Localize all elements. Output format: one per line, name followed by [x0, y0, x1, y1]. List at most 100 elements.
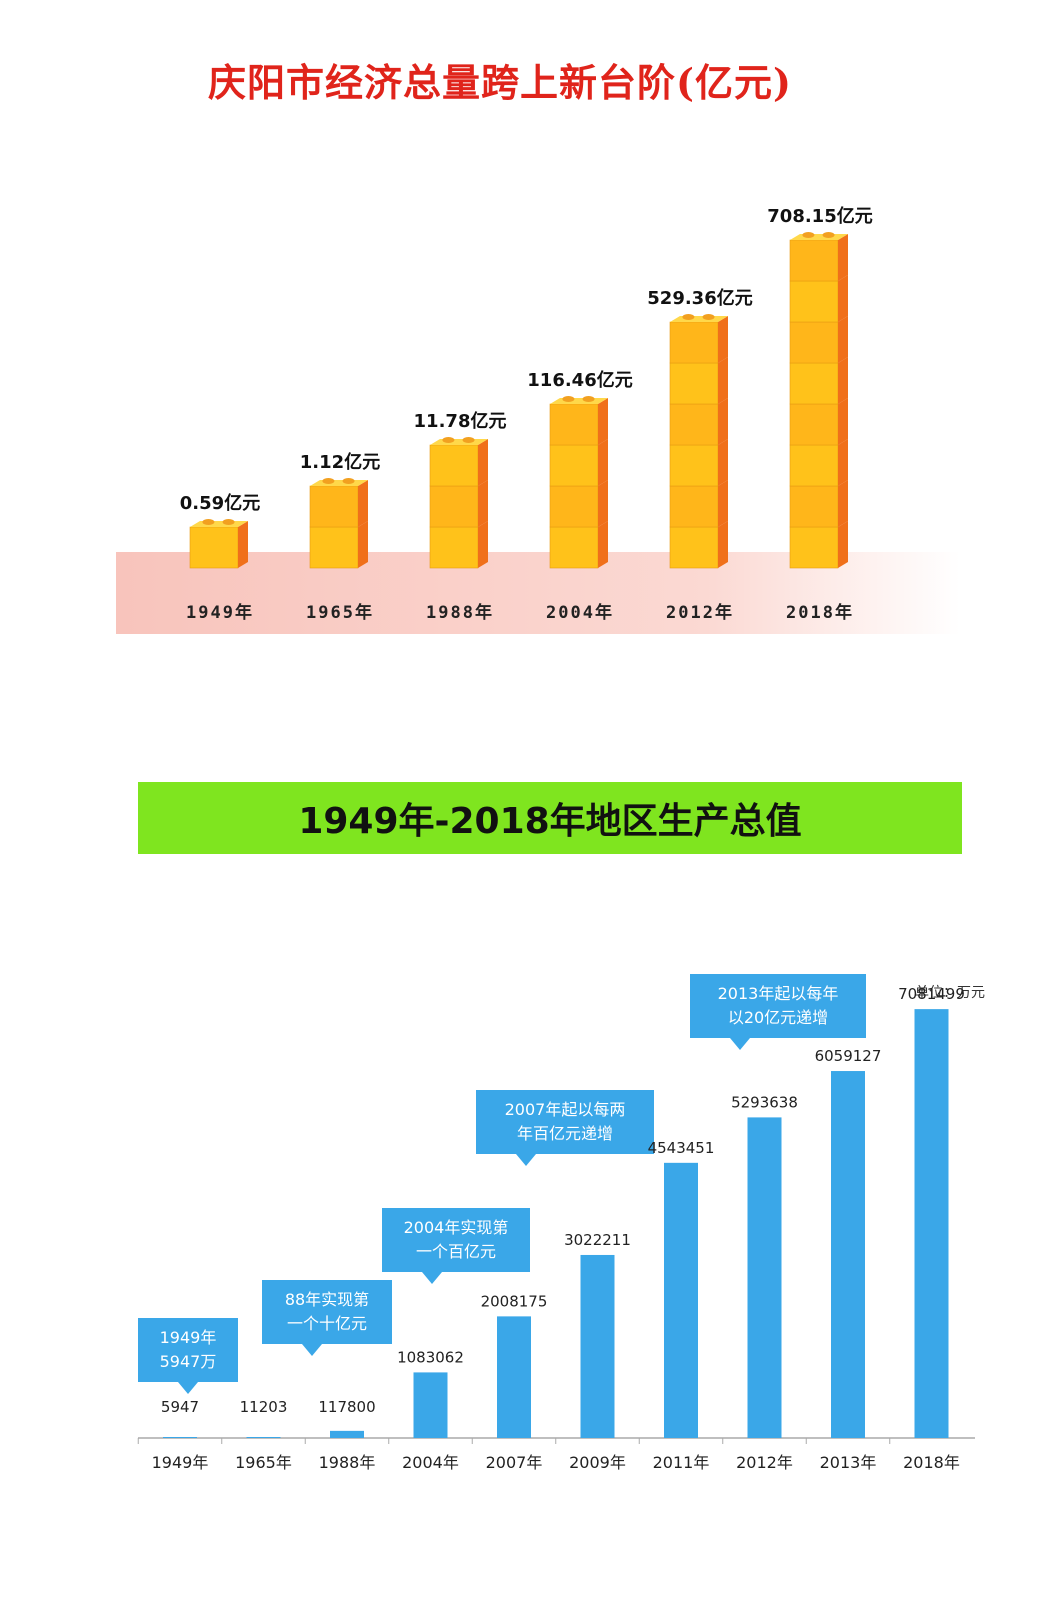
block-top — [190, 521, 248, 527]
bar-2 — [429, 437, 488, 569]
bar-6 — [664, 1162, 698, 1438]
block-side — [718, 357, 728, 404]
x-tick-label: 2013年 — [820, 1453, 877, 1472]
x-tick-label: 2004年 — [546, 602, 614, 623]
callout-2004: 2004年实现第 一个百亿元 — [382, 1208, 530, 1284]
block-front — [789, 403, 839, 446]
block-front — [309, 526, 359, 569]
callout-1949: 1949年 5947万 — [138, 1318, 238, 1394]
block-front — [189, 526, 239, 569]
block-stud — [322, 478, 335, 484]
block-side — [718, 316, 728, 363]
block-side — [838, 275, 848, 322]
callout-2007: 2007年起以每两 年百亿元递增 — [476, 1090, 654, 1166]
block-front — [669, 526, 719, 569]
data-label: 0.59亿元 — [180, 492, 260, 514]
x-tick-label: 1988年 — [426, 602, 494, 623]
block-front — [669, 485, 719, 528]
block-top — [550, 398, 608, 404]
bar-3 — [413, 1372, 448, 1438]
block-side — [478, 521, 488, 568]
bar-4 — [669, 314, 728, 569]
data-label: 1.12亿元 — [300, 451, 380, 473]
block-front — [669, 362, 719, 405]
block-stud — [442, 437, 455, 443]
block-side — [718, 398, 728, 445]
block-side — [838, 480, 848, 527]
banner-text: 1949年-2018年地区生产总值 — [298, 801, 802, 842]
block-front — [549, 485, 599, 528]
block-side — [358, 480, 368, 527]
callout-2013: 2013年起以每年 以20亿元递增 — [690, 974, 866, 1050]
callout-line: 5947万 — [159, 1352, 217, 1371]
data-label: 1083062 — [397, 1348, 464, 1366]
callout-line: 一个十亿元 — [286, 1314, 367, 1333]
unit-note: 单位：万元 — [915, 985, 985, 1001]
x-tick-label: 1988年 — [319, 1453, 376, 1472]
data-label: 7081499 — [898, 985, 965, 1003]
block-top — [310, 480, 368, 486]
bar-1 — [309, 478, 368, 569]
block-side — [838, 234, 848, 281]
data-label: 11203 — [240, 1398, 288, 1416]
x-tick-label: 2012年 — [736, 1453, 793, 1472]
data-label: 3022211 — [564, 1231, 631, 1249]
bar-8 — [831, 1071, 865, 1438]
callout-line: 88年实现第 — [284, 1290, 370, 1309]
block-front — [789, 239, 839, 282]
block-stud — [702, 314, 715, 320]
block-stud — [802, 232, 815, 238]
block-bar-chart: 0.59亿元 1949年 1.12亿元 1965年 11.78亿元 1988年 116.46… — [116, 205, 960, 634]
data-label: 708.15亿元 — [767, 205, 872, 227]
block-stud — [202, 519, 215, 525]
block-side — [718, 439, 728, 486]
callout-line: 2013年起以每年 — [717, 984, 839, 1003]
x-tick-label: 1965年 — [306, 602, 374, 623]
banner-title: 1949年-2018年地区生产总值 — [138, 782, 962, 854]
block-side — [238, 521, 248, 568]
bar-7 — [747, 1117, 782, 1438]
block-top — [790, 234, 848, 240]
callout-1988: 88年实现第 一个十亿元 — [262, 1280, 392, 1356]
bar-0 — [189, 519, 248, 569]
x-tick-label: 2007年 — [486, 1453, 543, 1472]
block-front — [669, 403, 719, 446]
block-front — [789, 321, 839, 364]
chart-title: 庆阳市经济总量跨上新台阶(亿元) — [208, 60, 792, 105]
bar-4 — [497, 1316, 531, 1438]
block-stud — [342, 478, 355, 484]
callout-line: 以20亿元递增 — [727, 1008, 829, 1027]
block-stud — [682, 314, 695, 320]
block-stud — [822, 232, 835, 238]
block-front — [429, 485, 479, 528]
block-front — [669, 444, 719, 487]
block-front — [549, 444, 599, 487]
data-label: 117800 — [318, 1398, 375, 1416]
x-tick-label: 2004年 — [402, 1453, 459, 1472]
bar-2 — [330, 1430, 364, 1438]
block-side — [598, 398, 608, 445]
block-front — [429, 444, 479, 487]
bar-1 — [246, 1437, 281, 1438]
bar-0 — [163, 1437, 197, 1438]
x-tick-label: 1949年 — [186, 602, 254, 623]
block-side — [718, 480, 728, 527]
x-tick-label: 1965年 — [235, 1453, 292, 1472]
block-side — [358, 521, 368, 568]
block-front — [549, 526, 599, 569]
block-side — [838, 521, 848, 568]
callout-line: 2007年起以每两 — [504, 1100, 626, 1119]
block-front — [789, 526, 839, 569]
block-side — [838, 439, 848, 486]
block-side — [598, 439, 608, 486]
data-label: 11.78亿元 — [414, 410, 507, 432]
block-front — [789, 362, 839, 405]
block-side — [838, 316, 848, 363]
callout-line: 2004年实现第 — [403, 1218, 509, 1237]
data-label: 5947 — [161, 1398, 199, 1416]
data-label: 4543451 — [648, 1139, 715, 1157]
x-tick-label: 2012年 — [666, 602, 734, 623]
x-tick-label: 2009年 — [569, 1453, 626, 1472]
block-top — [670, 316, 728, 322]
callout-line: 1949年 — [159, 1328, 217, 1347]
